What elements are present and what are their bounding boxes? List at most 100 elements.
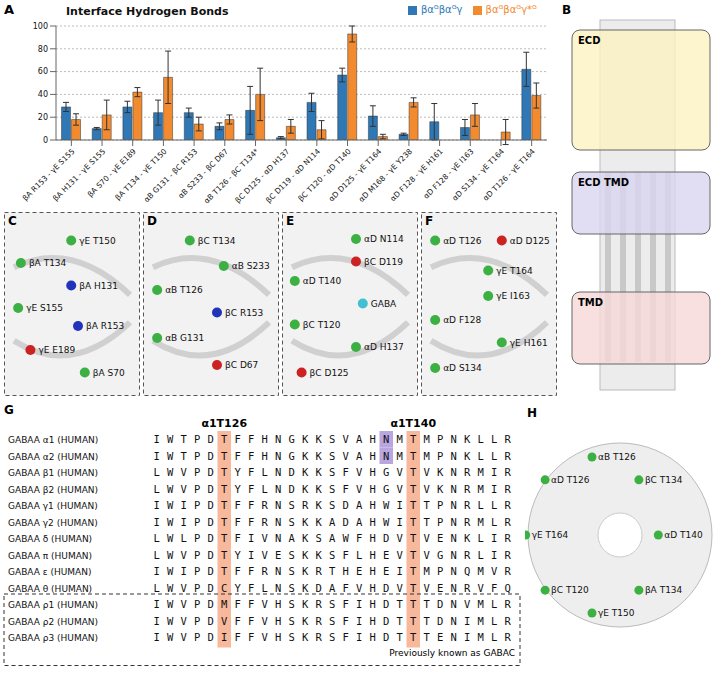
svg-text:L: L: [154, 466, 160, 478]
svg-text:F: F: [235, 499, 241, 511]
svg-text:R: R: [505, 598, 512, 610]
svg-text:T: T: [221, 532, 228, 544]
svg-text:F: F: [235, 532, 241, 544]
svg-text:I: I: [154, 433, 160, 445]
svg-text:K: K: [302, 631, 309, 643]
svg-text:D: D: [383, 598, 389, 610]
svg-text:F: F: [248, 483, 254, 495]
svg-text:I: I: [491, 466, 497, 478]
svg-text:R: R: [505, 483, 512, 495]
svg-text:K: K: [302, 565, 309, 577]
svg-text:0: 0: [43, 136, 48, 145]
svg-text:α1T126: α1T126: [201, 417, 247, 430]
svg-text:S: S: [329, 631, 335, 643]
svg-text:D: D: [208, 565, 214, 577]
svg-text:F: F: [235, 598, 241, 610]
svg-text:R: R: [505, 631, 512, 643]
svg-text:αD D125 - γE T164: αD D125 - γE T164: [327, 147, 384, 204]
svg-text:V: V: [262, 532, 269, 544]
svg-text:P: P: [437, 433, 443, 445]
svg-text:N: N: [275, 565, 281, 577]
svg-text:I: I: [154, 631, 160, 643]
svg-text:P: P: [194, 466, 200, 478]
svg-text:T: T: [221, 549, 228, 561]
svg-text:L: L: [154, 582, 160, 594]
svg-text:E: E: [383, 565, 389, 577]
svg-text:H: H: [370, 565, 376, 577]
svg-text:G: G: [383, 483, 389, 495]
svg-text:D: D: [343, 499, 349, 511]
svg-text:P: P: [194, 582, 200, 594]
svg-text:P: P: [194, 631, 200, 643]
svg-text:W: W: [167, 516, 174, 528]
svg-text:S: S: [316, 532, 322, 544]
svg-text:N: N: [275, 466, 281, 478]
svg-text:βC R153: βC R153: [225, 308, 263, 318]
svg-text:TMD: TMD: [578, 297, 603, 308]
svg-text:N: N: [451, 433, 457, 445]
svg-text:αD T126: αD T126: [443, 236, 482, 246]
svg-text:P: P: [194, 565, 200, 577]
svg-text:S: S: [329, 433, 335, 445]
svg-text:I: I: [248, 549, 254, 561]
svg-text:F: F: [356, 532, 362, 544]
svg-text:T: T: [410, 466, 417, 478]
svg-text:D: D: [208, 499, 214, 511]
svg-text:T: T: [181, 450, 188, 462]
svg-text:D: D: [208, 582, 214, 594]
svg-text:N: N: [451, 532, 457, 544]
svg-text:I: I: [181, 499, 187, 511]
svg-text:N: N: [275, 516, 281, 528]
svg-text:γE S155: γE S155: [26, 303, 63, 313]
svg-text:αD F128 - γE I163: αD F128 - γE I163: [422, 147, 476, 201]
svg-text:Q: Q: [464, 565, 470, 577]
svg-text:D: D: [289, 466, 295, 478]
svg-text:D: D: [437, 615, 443, 627]
svg-text:N: N: [451, 582, 457, 594]
svg-text:W: W: [383, 516, 390, 528]
svg-text:60: 60: [38, 67, 48, 76]
svg-text:αD S134: αD S134: [443, 363, 482, 373]
svg-text:T: T: [410, 565, 417, 577]
svg-text:I: I: [491, 532, 497, 544]
svg-text:V: V: [397, 549, 404, 561]
svg-text:Q: Q: [505, 582, 511, 594]
svg-text:K: K: [316, 433, 323, 445]
svg-text:V: V: [424, 466, 431, 478]
svg-text:βA S70: βA S70: [93, 368, 125, 378]
svg-text:T: T: [410, 499, 417, 511]
svg-text:R: R: [505, 433, 512, 445]
svg-text:K: K: [437, 483, 444, 495]
svg-text:αD H137: αD H137: [364, 342, 404, 352]
svg-text:R: R: [464, 582, 471, 594]
svg-text:H: H: [370, 466, 376, 478]
svg-text:L: L: [478, 433, 484, 445]
svg-text:V: V: [356, 483, 363, 495]
svg-text:γE T150: γE T150: [79, 236, 116, 246]
svg-text:H: H: [370, 615, 376, 627]
svg-text:αD F128 - γE H161: αD F128 - γE H161: [388, 147, 445, 204]
svg-text:H: H: [370, 582, 376, 594]
svg-text:T: T: [181, 433, 188, 445]
svg-text:GABAA δ (HUMAN): GABAA δ (HUMAN): [8, 534, 92, 544]
svg-text:M: M: [478, 516, 484, 528]
svg-text:V: V: [181, 466, 188, 478]
svg-text:L: L: [262, 582, 268, 594]
svg-text:E: E: [383, 549, 389, 561]
svg-text:L: L: [491, 598, 497, 610]
svg-text:F: F: [235, 631, 241, 643]
svg-text:V: V: [262, 615, 269, 627]
svg-text:W: W: [167, 466, 174, 478]
svg-text:K: K: [302, 483, 309, 495]
svg-text:D: D: [147, 214, 157, 228]
svg-text:F: F: [248, 631, 254, 643]
svg-text:R: R: [505, 549, 512, 561]
svg-text:I: I: [397, 565, 403, 577]
svg-text:F: F: [248, 450, 254, 462]
svg-text:GABAA γ2 (HUMAN): GABAA γ2 (HUMAN): [8, 518, 98, 528]
svg-text:D: D: [208, 615, 214, 627]
svg-text:S: S: [289, 615, 295, 627]
svg-text:S: S: [329, 466, 335, 478]
svg-text:P: P: [194, 615, 200, 627]
svg-text:V: V: [181, 483, 188, 495]
